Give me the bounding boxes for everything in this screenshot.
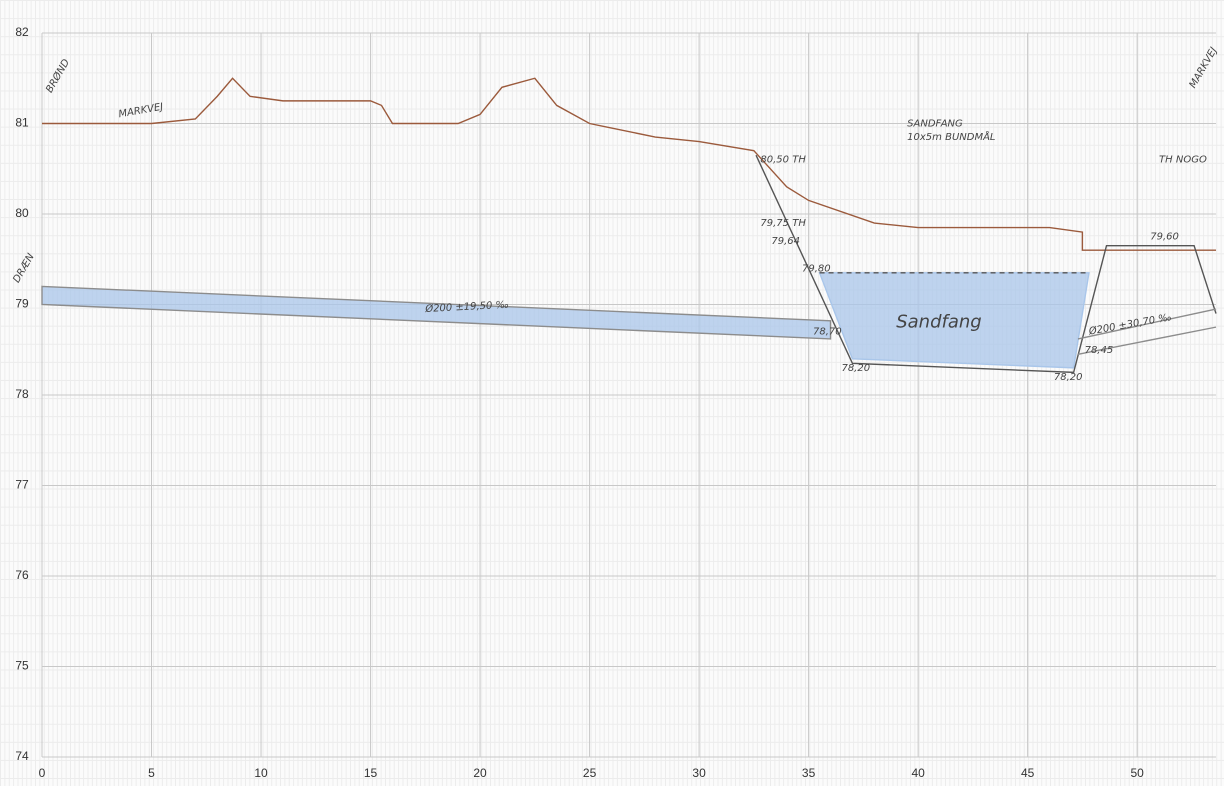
annotation: MARKVEJ bbox=[1188, 46, 1220, 91]
y-tick-label: 77 bbox=[15, 478, 29, 492]
line bbox=[755, 154, 1217, 374]
line bbox=[1077, 308, 1217, 340]
annotation: MARKVEJ bbox=[118, 102, 164, 121]
annotation: 78,20 bbox=[1054, 372, 1083, 383]
x-tick-label: 0 bbox=[39, 766, 46, 780]
x-tick-label: 10 bbox=[254, 766, 268, 780]
y-tick-label: 76 bbox=[15, 568, 29, 582]
x-tick-label: 45 bbox=[1021, 766, 1035, 780]
area bbox=[41, 285, 832, 340]
area bbox=[818, 272, 1090, 369]
x-tick-label: 5 bbox=[148, 766, 155, 780]
y-tick-label: 81 bbox=[15, 116, 29, 130]
annotation: DRÆN bbox=[11, 251, 37, 285]
annotation: 79,64 bbox=[771, 236, 800, 247]
y-tick-label: 79 bbox=[15, 297, 29, 311]
x-tick-label: 40 bbox=[911, 766, 925, 780]
annotation: 79,60 bbox=[1150, 232, 1179, 243]
line bbox=[1077, 326, 1217, 355]
annotation: TH NOGO bbox=[1159, 155, 1207, 166]
x-tick-label: 50 bbox=[1130, 766, 1144, 780]
x-tick-label: 25 bbox=[583, 766, 597, 780]
annotation: BRØND bbox=[43, 57, 72, 95]
annotation: Ø200 ±30,70 ‰ bbox=[1087, 311, 1173, 338]
line bbox=[42, 77, 1216, 251]
annotation: Sandfang bbox=[896, 312, 982, 333]
annotation: 10x5m BUNDMÅL bbox=[907, 130, 995, 143]
annotation: 78,70 bbox=[813, 327, 842, 338]
x-tick-label: 15 bbox=[364, 766, 378, 780]
annotation: 80,50 TH bbox=[760, 155, 806, 166]
annotation: 78,45 bbox=[1085, 345, 1114, 356]
y-tick-label: 75 bbox=[15, 659, 29, 673]
x-tick-label: 30 bbox=[692, 766, 706, 780]
y-tick-label: 82 bbox=[15, 25, 29, 39]
annotation: Ø200 ±19,50 ‰ bbox=[424, 299, 509, 315]
x-tick-label: 35 bbox=[802, 766, 816, 780]
annotation: 78,20 bbox=[841, 363, 870, 374]
y-tick-label: 80 bbox=[15, 206, 29, 220]
y-tick-label: 78 bbox=[15, 387, 29, 401]
y-tick-label: 74 bbox=[15, 749, 29, 763]
annotation: SANDFANG bbox=[907, 119, 963, 130]
annotation: 79,80 bbox=[802, 263, 831, 274]
x-tick-label: 20 bbox=[473, 766, 487, 780]
annotation: 79,75 TH bbox=[760, 218, 806, 229]
